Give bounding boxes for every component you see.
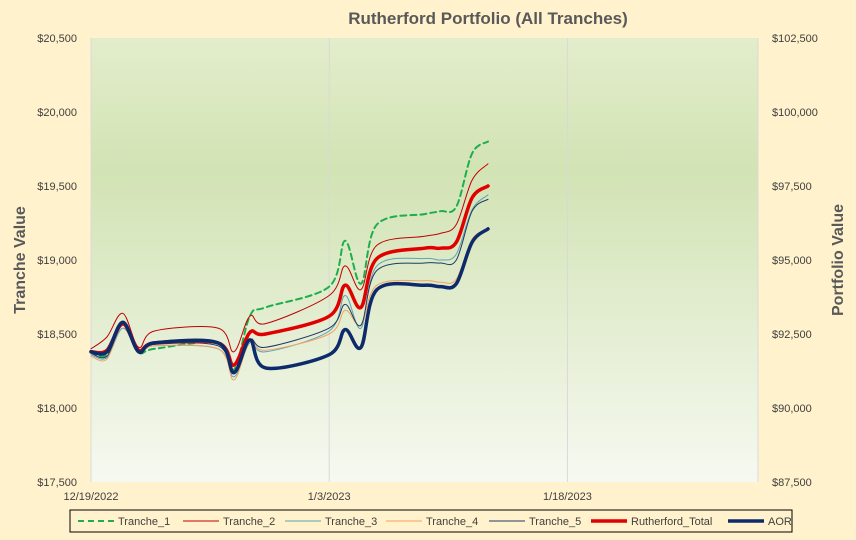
y-right-tick-label: $92,500 <box>772 329 812 341</box>
y-left-tick-label: $20,500 <box>37 33 77 45</box>
y-right-tick-label: $97,500 <box>772 181 812 193</box>
legend: Tranche_1 Tranche_2 Tranche_3 Tranche_4 Tran… <box>78 516 792 528</box>
series-line-aor <box>89 227 490 375</box>
y-right-tick-label: $102,500 <box>772 33 818 45</box>
legend-label-aor: AOR <box>768 516 792 528</box>
legend-label-tranche-1: Tranche_1 <box>118 516 170 528</box>
y-right-tick-label: $100,000 <box>772 107 818 119</box>
y-right-tick-label: $90,000 <box>772 403 812 415</box>
legend-label-tranche-2: Tranche_2 <box>223 516 275 528</box>
grid-lines <box>90 38 759 482</box>
legend-label-tranche-5: Tranche_5 <box>529 516 581 528</box>
legend-label-tranche-4: Tranche_4 <box>426 516 478 528</box>
x-tick-label: 1/3/2023 <box>308 491 351 503</box>
series-line-tranche-2 <box>90 163 489 353</box>
legend-box <box>69 509 793 533</box>
series-lines <box>89 140 490 381</box>
y-right-tick-label: $95,000 <box>772 255 812 267</box>
legend-label-rutherford-total: Rutherford_Total <box>631 516 712 528</box>
chart-title: Rutherford Portfolio (All Tranches) <box>348 9 628 28</box>
legend-label-tranche-3: Tranche_3 <box>325 516 377 528</box>
y-left-tick-label: $18,500 <box>37 329 77 341</box>
y-right-axis-label: Portfolio Value <box>830 204 847 316</box>
x-tick-label: 12/19/2022 <box>63 491 118 503</box>
y-left-tick-label: $19,500 <box>37 181 77 193</box>
y-left-axis-label: Tranche Value <box>12 206 29 314</box>
axis-ticks: $17,500 $18,000 $18,500 $19,000 $19,500 $20,0… <box>37 33 818 503</box>
plot-area <box>91 38 758 482</box>
y-left-tick-label: $17,500 <box>37 477 77 489</box>
x-tick-label: 1/18/2023 <box>543 491 592 503</box>
y-left-tick-label: $18,000 <box>37 403 77 415</box>
y-left-tick-label: $19,000 <box>37 255 77 267</box>
y-left-tick-label: $20,000 <box>37 107 77 119</box>
series-line-tranche-1 <box>90 140 489 371</box>
y-right-tick-label: $87,500 <box>772 477 812 489</box>
